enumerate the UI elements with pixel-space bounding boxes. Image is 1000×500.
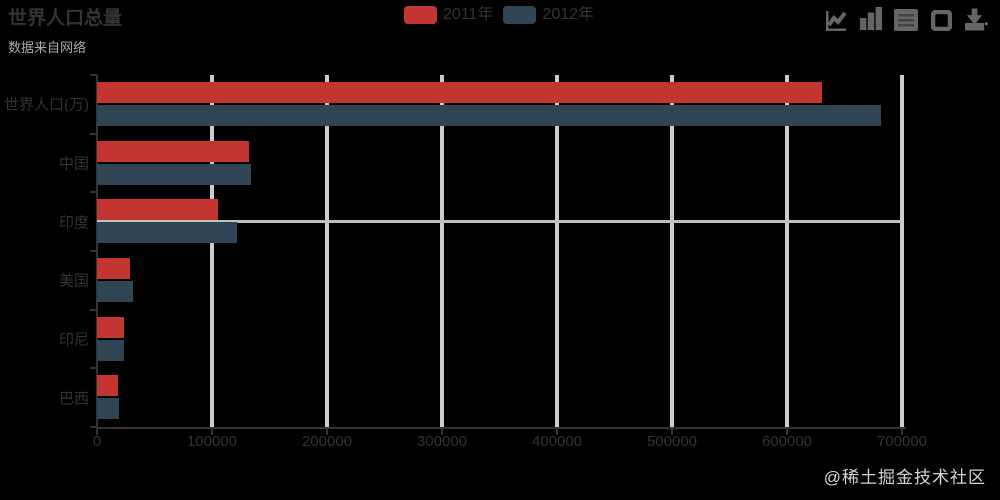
legend: 2011年 2012年 <box>404 6 594 24</box>
bar-2012年-印尼[interactable] <box>97 339 124 361</box>
x-axis-tick <box>556 429 558 435</box>
y-axis-tick <box>90 191 97 194</box>
chart-subtitle: 数据来自网络 <box>8 40 87 55</box>
legend-swatch-slate <box>503 6 537 24</box>
data-view-icon[interactable] <box>894 5 918 31</box>
x-axis-tick <box>326 429 328 435</box>
legend-label: 2012年 <box>542 6 595 23</box>
gridline <box>900 75 904 427</box>
gridline <box>555 75 559 427</box>
legend-label: 2011年 <box>443 6 494 23</box>
y-axis-label: 世界人口(万) <box>4 96 89 114</box>
gridline <box>325 75 329 427</box>
y-axis-tick <box>90 132 97 135</box>
gridline <box>210 75 214 427</box>
x-axis-tick <box>786 429 788 435</box>
bar-2011年-印尼[interactable] <box>97 316 124 338</box>
legend-item-2012[interactable]: 2012年 <box>503 6 594 24</box>
x-axis-tick <box>96 429 98 435</box>
y-axis-line <box>96 75 98 429</box>
x-axis-label: 100000 <box>186 433 238 450</box>
bar-2012年-美国[interactable] <box>97 281 133 302</box>
bar-2011年-美国[interactable] <box>97 258 131 279</box>
title-block: 世界人口总量 数据来自网络 <box>8 6 122 58</box>
gridline <box>440 75 444 427</box>
x-axis-label: 300000 <box>416 433 468 450</box>
x-axis-label: 400000 <box>531 433 583 450</box>
y-axis-label: 美国 <box>58 272 89 290</box>
bar-2011年-中国[interactable] <box>97 140 249 162</box>
toolbox <box>824 5 988 31</box>
y-axis-label: 巴西 <box>58 390 89 408</box>
bar-2012年-印度[interactable] <box>97 222 237 244</box>
bar-2011年-巴西[interactable] <box>97 375 118 397</box>
legend-swatch-red <box>404 6 437 24</box>
y-axis-tick <box>90 426 97 428</box>
y-axis-label: 印度 <box>58 214 89 232</box>
x-axis-label: 700000 <box>876 433 928 450</box>
chart-title: 世界人口总量 <box>8 8 123 29</box>
bar-2011年-印度[interactable] <box>97 199 218 221</box>
y-axis-tick <box>90 250 97 252</box>
magic-type-bar-icon[interactable] <box>859 5 883 31</box>
bar-2012年-世界人口(万)[interactable] <box>97 105 882 126</box>
legend-item-2011[interactable]: 2011年 <box>404 6 493 24</box>
y-axis-label: 印尼 <box>58 331 89 349</box>
plot-area <box>97 75 904 427</box>
x-axis-tick <box>441 429 443 435</box>
gridline <box>785 75 789 427</box>
x-axis-label: 200000 <box>301 433 353 450</box>
axis-pointer-line <box>97 220 902 224</box>
y-axis-tick <box>90 74 97 76</box>
y-axis-tick <box>90 308 97 311</box>
bar-2011年-世界人口(万)[interactable] <box>97 82 822 103</box>
restore-icon[interactable] <box>929 5 953 31</box>
gridline <box>670 75 674 427</box>
x-axis-label: 500000 <box>646 433 698 450</box>
bar-2012年-巴西[interactable] <box>97 398 120 420</box>
watermark: @稀土掘金技术社区 <box>823 468 986 487</box>
x-axis-tick <box>211 429 213 435</box>
y-axis-tick <box>90 367 97 370</box>
x-axis-tick <box>901 429 903 435</box>
bar-2012年-中国[interactable] <box>97 163 252 185</box>
save-image-icon[interactable] <box>964 5 988 31</box>
magic-type-line-icon[interactable] <box>824 5 848 31</box>
x-axis-label: 0 <box>92 433 102 450</box>
x-axis-tick <box>671 429 673 435</box>
y-axis-label: 中国 <box>58 155 89 173</box>
x-axis-label: 600000 <box>761 433 813 450</box>
x-axis-line <box>96 427 906 429</box>
